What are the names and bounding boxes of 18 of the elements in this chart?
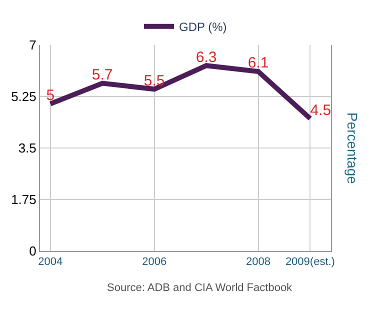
data-label: 4.5 [310,102,332,119]
y-tick-label: 5.25 [11,89,36,104]
x-tick-label: 2004 [38,256,63,268]
legend-label: GDP (%) [179,20,227,34]
x-tick-label: 2009(est.) [285,256,335,268]
data-label: 6.3 [196,48,217,66]
y-tick-label: 1.75 [11,192,36,208]
y-axis-title: Percentage [344,112,361,184]
data-label: 5.5 [144,72,165,90]
data-label: 6.1 [248,54,269,72]
x-tick-label: 2008 [246,256,270,268]
y-tick-label: 0 [29,244,36,259]
y-tick-label: 7 [29,38,36,53]
data-label: 5 [46,87,55,104]
y-tick-label: 3.5 [18,140,36,156]
x-tick-label: 2006 [142,256,167,268]
data-label: 5.7 [92,66,113,84]
source-note: Source: ADB and CIA World Factbook [107,282,293,294]
